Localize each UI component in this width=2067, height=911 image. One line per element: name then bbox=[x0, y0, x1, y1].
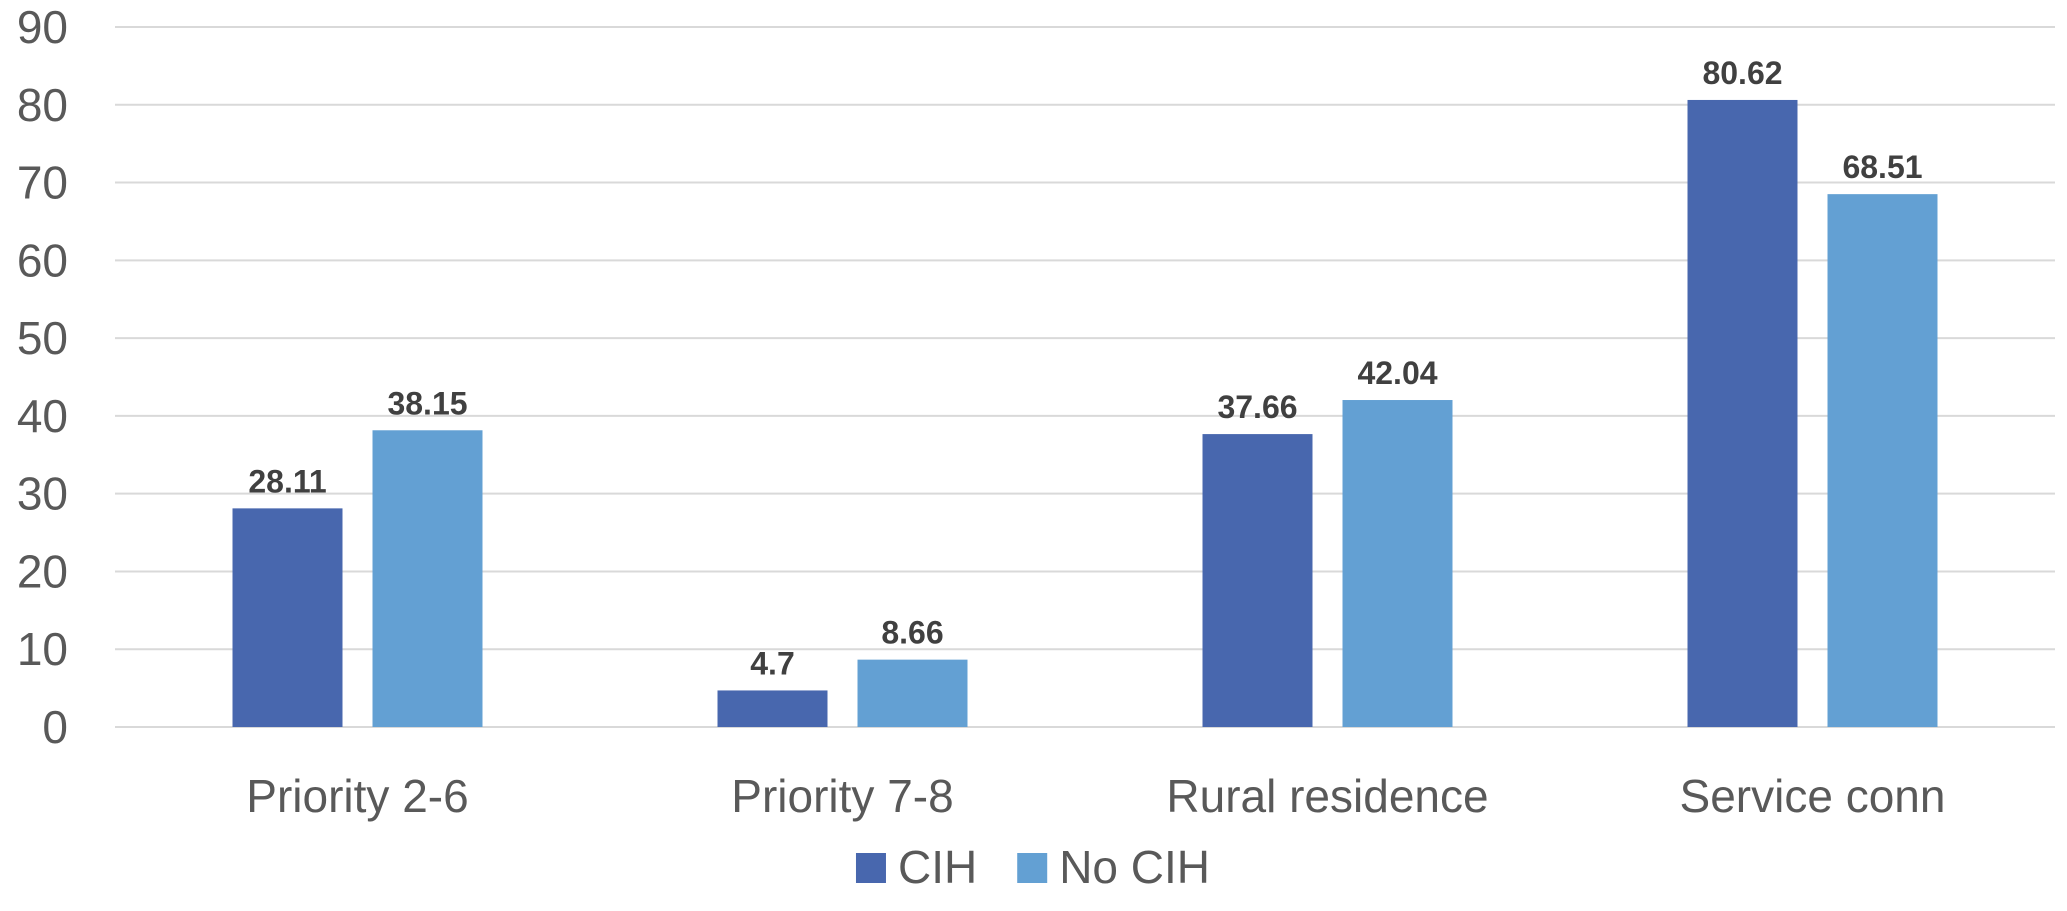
category-label: Priority 2-6 bbox=[246, 770, 468, 822]
data-label: 38.15 bbox=[387, 385, 467, 421]
bar-cih bbox=[1202, 434, 1313, 727]
legend-label: CIH bbox=[898, 841, 977, 893]
data-label: 4.7 bbox=[750, 645, 794, 681]
data-label: 68.51 bbox=[1842, 149, 1922, 185]
bar-no-cih bbox=[857, 659, 968, 727]
y-tick-label: 60 bbox=[17, 234, 68, 286]
y-tick-label: 80 bbox=[17, 79, 68, 131]
bar-no-cih bbox=[1827, 194, 1938, 728]
bar-no-cih bbox=[1342, 400, 1453, 727]
category-label: Rural residence bbox=[1166, 770, 1488, 822]
category-label: Priority 7-8 bbox=[731, 770, 953, 822]
legend-swatch bbox=[855, 853, 886, 883]
data-labels: 28.11 38.15 4.7 8.66 37.66 42.04 80.62 68.51 bbox=[248, 55, 1922, 681]
y-tick-label: 50 bbox=[17, 312, 68, 364]
legend-label: No CIH bbox=[1059, 841, 1210, 893]
bar-no-cih bbox=[372, 430, 483, 727]
legend: CIH No CIH bbox=[855, 841, 1210, 893]
y-tick-label: 40 bbox=[17, 390, 68, 442]
bar-cih bbox=[1687, 99, 1798, 727]
data-label: 8.66 bbox=[881, 615, 943, 651]
data-label: 28.11 bbox=[248, 463, 326, 499]
bar-cih bbox=[232, 508, 343, 727]
y-tick-label: 20 bbox=[17, 545, 68, 597]
y-tick-label: 70 bbox=[17, 157, 68, 209]
legend-swatch bbox=[1017, 853, 1048, 883]
category-label: Service conn bbox=[1680, 770, 1946, 822]
x-axis-categories: Priority 2-6 Priority 7-8 Rural residence S… bbox=[246, 770, 1945, 822]
data-label: 80.62 bbox=[1702, 55, 1782, 91]
y-axis-ticks: 0 10 20 30 40 50 60 70 80 90 bbox=[17, 1, 68, 753]
y-tick-label: 10 bbox=[17, 623, 68, 675]
data-label: 42.04 bbox=[1357, 355, 1437, 391]
bars bbox=[232, 99, 1938, 728]
y-tick-label: 90 bbox=[17, 1, 68, 53]
bar-cih bbox=[717, 690, 828, 727]
y-tick-label: 30 bbox=[17, 468, 68, 520]
y-tick-label: 0 bbox=[42, 701, 68, 753]
data-label: 37.66 bbox=[1217, 389, 1297, 425]
